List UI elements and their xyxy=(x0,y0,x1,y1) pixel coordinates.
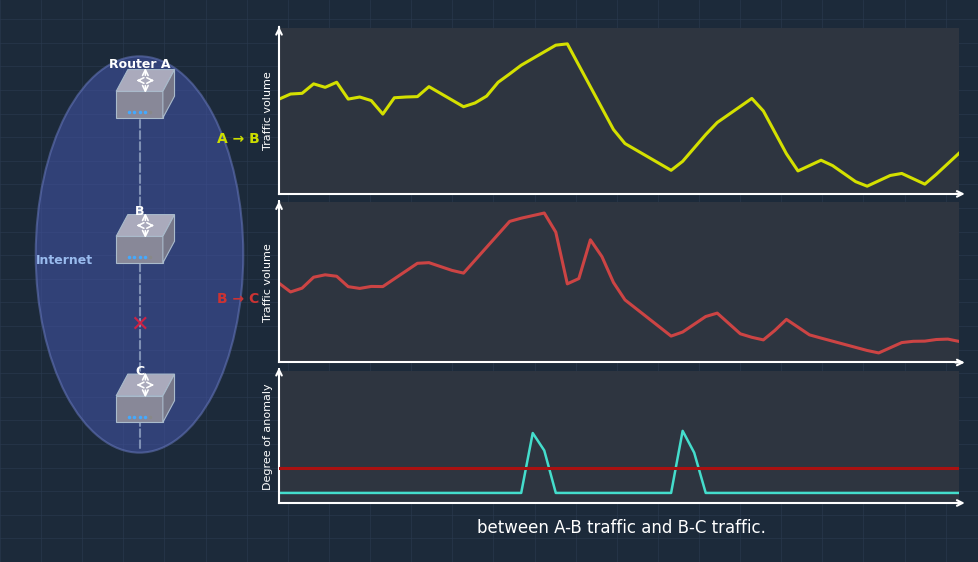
Text: Internet: Internet xyxy=(35,254,93,267)
Ellipse shape xyxy=(35,56,243,452)
Y-axis label: Traffic volume: Traffic volume xyxy=(263,71,273,151)
Polygon shape xyxy=(162,215,174,263)
Text: A → B: A → B xyxy=(216,132,259,146)
Polygon shape xyxy=(116,215,174,237)
Text: between A-B traffic and B-C traffic.: between A-B traffic and B-C traffic. xyxy=(476,519,766,537)
Text: C: C xyxy=(135,365,144,378)
Text: B → C: B → C xyxy=(217,292,259,306)
Polygon shape xyxy=(162,70,174,118)
Polygon shape xyxy=(116,374,174,396)
Y-axis label: Traffic volume: Traffic volume xyxy=(263,243,273,322)
Text: Router A: Router A xyxy=(109,58,170,71)
Polygon shape xyxy=(116,92,162,118)
Polygon shape xyxy=(162,374,174,423)
Y-axis label: Degree of anomaly: Degree of anomaly xyxy=(263,384,273,490)
Polygon shape xyxy=(116,237,162,263)
Polygon shape xyxy=(116,396,162,423)
Text: ✕: ✕ xyxy=(130,315,149,334)
Text: B: B xyxy=(135,205,144,218)
Polygon shape xyxy=(116,70,174,92)
